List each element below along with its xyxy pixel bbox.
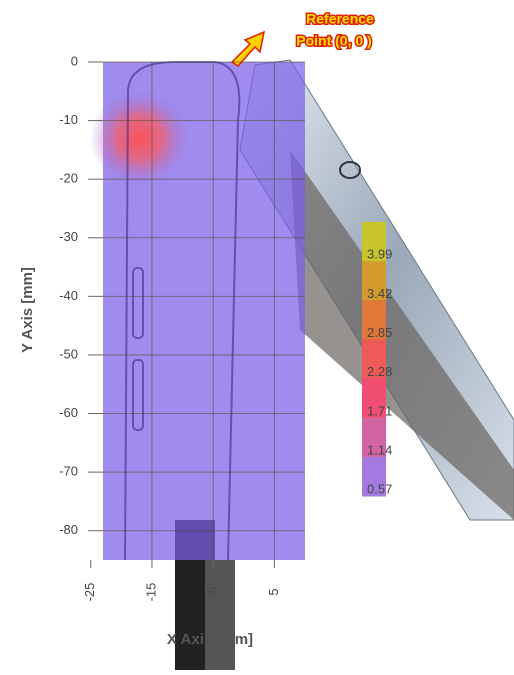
y-axis-title: Y Axis [mm]	[19, 267, 36, 353]
colorbar-label: 3.42	[367, 286, 392, 301]
annotation: Reference	[306, 11, 374, 27]
y-tick-label: -50	[59, 346, 78, 361]
annotation-arrow	[232, 32, 264, 66]
y-tick-label: -70	[59, 464, 78, 479]
page: {"chart_data": {"type": "heatmap", "anno…	[0, 0, 514, 675]
peak-hotspot	[90, 90, 190, 186]
y-tick-label: -80	[59, 522, 78, 537]
x-tick-label: 5	[266, 588, 281, 595]
colorbar-label: 0.57	[367, 482, 392, 497]
plot-area	[90, 62, 305, 560]
x-axis-title: X Axis [mm]	[167, 631, 253, 648]
x-tick-label: -15	[143, 583, 158, 602]
colorbar-label: 2.85	[367, 325, 392, 340]
x-tick-label: -5	[205, 586, 220, 598]
x-tick-label: -25	[82, 583, 97, 602]
colorbar-label: 1.71	[367, 403, 392, 418]
colorbar-label: 2.28	[367, 364, 392, 379]
y-tick-label: -60	[59, 405, 78, 420]
colorbar-label: 1.14	[367, 442, 392, 457]
colorbar-label: 3.99	[367, 247, 392, 262]
y-tick-label: 0	[71, 53, 78, 68]
y-tick-label: -20	[59, 171, 78, 186]
y-tick-label: -40	[59, 288, 78, 303]
y-tick-label: -30	[59, 229, 78, 244]
chart: Reference Point (0, 0 ) X Axis [mm] Y Ax…	[0, 0, 514, 670]
annotation: Point (0, 0 )	[296, 33, 371, 49]
y-tick-label: -10	[59, 112, 78, 127]
